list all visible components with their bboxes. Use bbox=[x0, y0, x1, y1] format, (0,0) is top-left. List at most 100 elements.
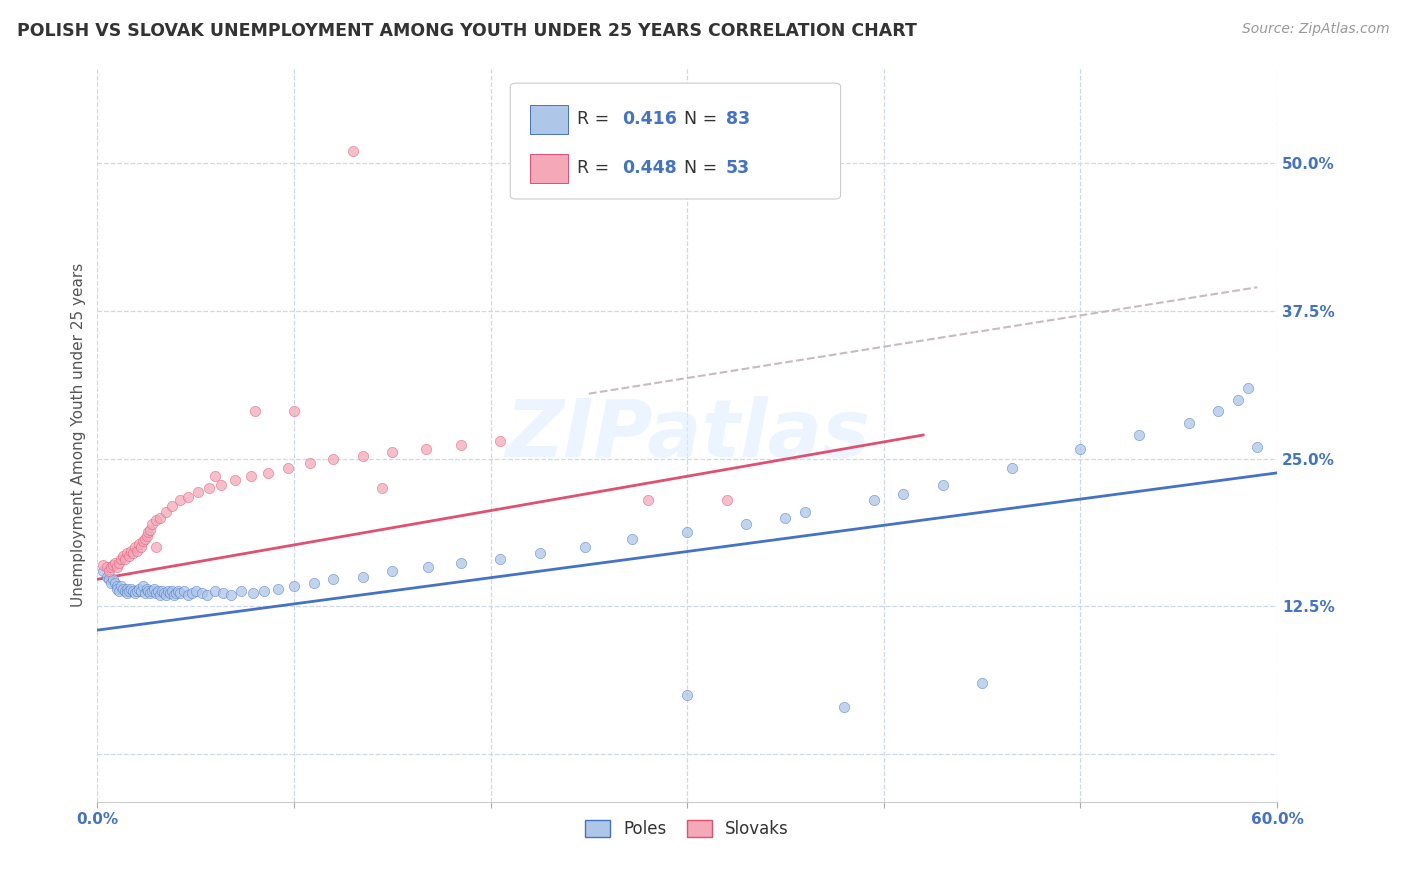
Y-axis label: Unemployment Among Youth under 25 years: Unemployment Among Youth under 25 years bbox=[72, 263, 86, 607]
Point bbox=[863, 493, 886, 508]
Point bbox=[204, 469, 226, 483]
Point bbox=[111, 582, 134, 596]
Point bbox=[212, 586, 235, 600]
Point bbox=[105, 579, 128, 593]
Point bbox=[529, 546, 551, 560]
Point bbox=[173, 584, 195, 599]
Point bbox=[893, 487, 915, 501]
Point bbox=[1000, 461, 1022, 475]
Point bbox=[163, 588, 186, 602]
Point bbox=[149, 588, 172, 602]
Point bbox=[716, 493, 738, 508]
Point bbox=[105, 582, 128, 596]
Point bbox=[150, 584, 173, 599]
Point bbox=[177, 588, 200, 602]
Point bbox=[134, 532, 156, 546]
Point bbox=[204, 584, 226, 599]
Point bbox=[120, 544, 142, 558]
Point bbox=[381, 564, 404, 578]
Point bbox=[676, 688, 699, 702]
Text: ZIPatlas: ZIPatlas bbox=[505, 396, 870, 474]
Point bbox=[198, 481, 221, 495]
Point bbox=[1236, 381, 1258, 395]
Point bbox=[1177, 416, 1199, 430]
Point bbox=[121, 584, 143, 599]
Point bbox=[101, 558, 124, 573]
Point bbox=[676, 524, 699, 539]
Point bbox=[283, 404, 305, 418]
Point bbox=[253, 584, 276, 599]
Point bbox=[381, 444, 404, 458]
Point bbox=[834, 700, 856, 714]
Point bbox=[197, 588, 219, 602]
Point bbox=[135, 528, 157, 542]
Point bbox=[209, 477, 232, 491]
FancyBboxPatch shape bbox=[510, 83, 841, 199]
Point bbox=[96, 570, 118, 584]
Point bbox=[180, 586, 202, 600]
Point bbox=[108, 584, 131, 599]
Point bbox=[100, 560, 122, 574]
Point bbox=[621, 532, 644, 546]
Point bbox=[932, 477, 955, 491]
Point bbox=[574, 541, 596, 555]
Point bbox=[153, 586, 176, 600]
Point bbox=[100, 575, 122, 590]
Point bbox=[115, 582, 138, 596]
Point bbox=[342, 145, 364, 159]
Point bbox=[110, 579, 132, 593]
Point bbox=[98, 572, 121, 586]
Point bbox=[267, 582, 290, 596]
Point bbox=[145, 541, 167, 555]
Point bbox=[131, 579, 153, 593]
Point bbox=[124, 586, 146, 600]
Point bbox=[242, 586, 264, 600]
Point bbox=[637, 493, 659, 508]
Point bbox=[1206, 404, 1229, 418]
Text: 53: 53 bbox=[725, 159, 751, 178]
Text: 83: 83 bbox=[725, 111, 751, 128]
Point bbox=[239, 469, 262, 483]
Point bbox=[145, 513, 167, 527]
Point bbox=[143, 582, 166, 596]
Point bbox=[190, 586, 212, 600]
Point bbox=[257, 466, 280, 480]
Point bbox=[128, 537, 150, 551]
Point bbox=[91, 558, 114, 573]
Point bbox=[141, 516, 163, 531]
Text: N =: N = bbox=[683, 111, 723, 128]
Point bbox=[187, 484, 209, 499]
Point bbox=[101, 572, 124, 586]
Point bbox=[141, 584, 163, 599]
Point bbox=[169, 586, 191, 600]
Point bbox=[794, 505, 817, 519]
Text: N =: N = bbox=[683, 159, 723, 178]
Point bbox=[219, 588, 242, 602]
Point bbox=[105, 560, 128, 574]
Point bbox=[118, 549, 141, 563]
Point bbox=[160, 499, 183, 513]
Point bbox=[229, 584, 252, 599]
Point bbox=[371, 481, 394, 495]
Point bbox=[243, 404, 266, 418]
Point bbox=[283, 579, 305, 593]
Point bbox=[139, 523, 162, 537]
Point bbox=[1128, 428, 1150, 442]
Point bbox=[159, 586, 181, 600]
Point bbox=[224, 473, 246, 487]
Point bbox=[114, 584, 136, 599]
Point bbox=[149, 511, 172, 525]
Point bbox=[352, 450, 374, 464]
Point bbox=[145, 586, 167, 600]
Point bbox=[489, 434, 512, 448]
Point bbox=[148, 584, 170, 599]
Point bbox=[155, 588, 177, 602]
Point bbox=[139, 586, 162, 600]
Point bbox=[165, 586, 187, 600]
Point bbox=[114, 552, 136, 566]
Point bbox=[135, 582, 157, 596]
Point bbox=[416, 560, 439, 574]
Point bbox=[157, 584, 180, 599]
Point bbox=[108, 556, 131, 570]
Point bbox=[118, 584, 141, 599]
